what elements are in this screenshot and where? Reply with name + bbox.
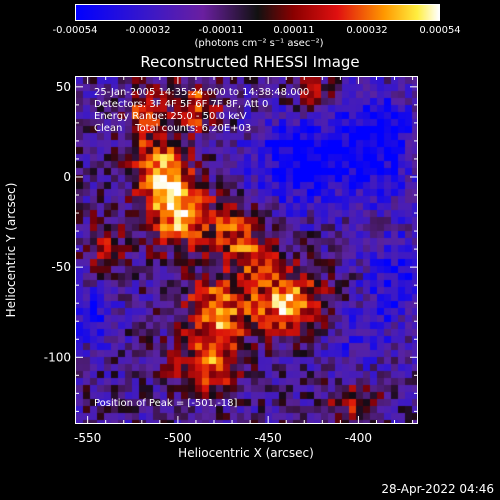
plot-area (75, 76, 418, 424)
y-axis-label: Heliocentric Y (arcsec) (4, 182, 18, 318)
colorbar-gradient (76, 5, 439, 20)
colorbar-tick-label: -0.00032 (125, 25, 171, 36)
annotation-time: 25-Jan-2005 14:35:24.000 to 14:38:48.000 (94, 87, 310, 98)
y-tick-label: -50 (51, 260, 71, 274)
chart-title: Reconstructed RHESSI Image (140, 53, 360, 71)
y-tick-label: -100 (44, 350, 71, 364)
x-tick-label: -550 (74, 431, 101, 445)
date-stamp: 28-Apr-2022 04:46 (381, 482, 494, 496)
heatmap-image (76, 77, 417, 423)
colorbar-tick-label: 0.00011 (273, 25, 315, 36)
x-axis-label: Heliocentric X (arcsec) (178, 446, 314, 460)
colorbar-tick-label: 0.00054 (419, 25, 461, 36)
colorbar-tick-label: 0.00032 (346, 25, 388, 36)
y-tick-label: 50 (56, 80, 71, 94)
annotation-peak: Position of Peak = [-501,-18] (94, 398, 238, 409)
colorbar (75, 4, 440, 21)
colorbar-tick-label: -0.00011 (198, 25, 244, 36)
colorbar-tick-label: -0.00054 (52, 25, 98, 36)
y-tick-label: 0 (63, 170, 71, 184)
colorbar-unit: (photons cm⁻² s⁻¹ asec⁻²) (194, 38, 324, 49)
annotation-detectors: Detectors: 3F 4F 5F 6F 7F 8F, Att 0 (94, 99, 269, 110)
x-tick-label: -500 (164, 431, 191, 445)
annotation-energy: Energy Range: 25.0 - 50.0 keV (94, 111, 247, 122)
x-tick-label: -400 (345, 431, 372, 445)
x-tick-label: -450 (255, 431, 282, 445)
annotation-clean: Clean Total counts: 6.20E+03 (94, 123, 252, 134)
